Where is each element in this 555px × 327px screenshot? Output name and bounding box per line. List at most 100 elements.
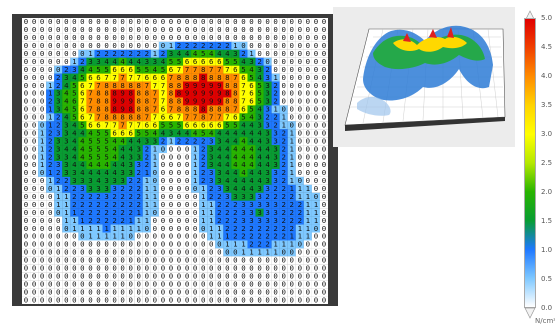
svg-text:0: 0 <box>128 18 132 26</box>
svg-text:0: 0 <box>290 295 294 304</box>
svg-text:3: 3 <box>273 176 277 185</box>
svg-text:0: 0 <box>322 25 326 34</box>
svg-text:3: 3 <box>241 200 245 209</box>
svg-text:6: 6 <box>80 113 84 122</box>
svg-text:0: 0 <box>314 25 318 34</box>
svg-text:1: 1 <box>48 120 52 129</box>
svg-text:4: 4 <box>225 152 230 161</box>
svg-text:0: 0 <box>314 168 318 177</box>
svg-text:1: 1 <box>193 160 197 169</box>
svg-text:0: 0 <box>314 97 318 106</box>
svg-text:5: 5 <box>177 120 181 129</box>
svg-text:0: 0 <box>177 192 181 201</box>
svg-text:0: 0 <box>322 200 326 209</box>
svg-text:8: 8 <box>96 105 100 114</box>
svg-text:0: 0 <box>298 41 302 50</box>
svg-text:0: 0 <box>322 192 326 201</box>
svg-text:2: 2 <box>201 168 205 177</box>
svg-text:7: 7 <box>112 120 116 129</box>
svg-text:1: 1 <box>153 160 157 169</box>
svg-text:0: 0 <box>314 33 318 42</box>
svg-text:0: 0 <box>290 57 294 66</box>
svg-text:0: 0 <box>24 49 28 58</box>
svg-text:0: 0 <box>314 18 318 26</box>
svg-text:4: 4 <box>64 97 69 106</box>
svg-text:0: 0 <box>314 89 318 98</box>
svg-text:5: 5 <box>104 152 108 161</box>
svg-text:0: 0 <box>56 18 60 26</box>
svg-text:0: 0 <box>265 25 269 34</box>
svg-text:4: 4 <box>120 160 125 169</box>
svg-text:3: 3 <box>265 184 269 193</box>
svg-text:0: 0 <box>169 200 173 209</box>
svg-text:7: 7 <box>185 65 189 74</box>
svg-text:0: 0 <box>185 184 189 193</box>
svg-text:0: 0 <box>290 41 294 50</box>
svg-text:0: 0 <box>40 120 44 129</box>
svg-text:8: 8 <box>137 81 141 90</box>
svg-text:0: 0 <box>24 89 28 98</box>
svg-text:0: 0 <box>145 41 149 50</box>
svg-text:3: 3 <box>80 184 84 193</box>
svg-text:3: 3 <box>273 200 277 209</box>
svg-text:9: 9 <box>193 81 197 90</box>
svg-text:0: 0 <box>153 176 157 185</box>
svg-text:0: 0 <box>32 176 36 185</box>
svg-text:2: 2 <box>201 41 205 50</box>
colorbar-strip[interactable] <box>524 18 536 308</box>
svg-text:6: 6 <box>185 57 189 66</box>
svg-text:7: 7 <box>80 97 84 106</box>
svg-text:0: 0 <box>24 152 28 161</box>
svg-text:4: 4 <box>225 168 230 177</box>
svg-text:0: 0 <box>137 33 141 42</box>
svg-text:4: 4 <box>217 160 222 169</box>
svg-text:1: 1 <box>64 192 68 201</box>
svg-text:1: 1 <box>145 200 149 209</box>
svg-text:0: 0 <box>177 168 181 177</box>
svg-text:0: 0 <box>193 192 197 201</box>
svg-text:3: 3 <box>80 176 84 185</box>
svg-text:0: 0 <box>40 176 44 185</box>
svg-text:9: 9 <box>217 97 221 106</box>
svg-text:8: 8 <box>96 97 100 106</box>
svg-text:4: 4 <box>80 136 85 145</box>
svg-text:3: 3 <box>88 176 92 185</box>
svg-text:0: 0 <box>32 113 36 122</box>
svg-text:7: 7 <box>241 97 245 106</box>
svg-text:0: 0 <box>56 65 60 74</box>
svg-text:0: 0 <box>24 120 28 129</box>
svg-text:3: 3 <box>64 128 68 137</box>
svg-text:6: 6 <box>241 105 245 114</box>
svg-text:0: 0 <box>185 25 189 34</box>
svg-text:3: 3 <box>209 144 213 153</box>
svg-text:1: 1 <box>153 184 157 193</box>
svg-text:5: 5 <box>201 49 205 58</box>
svg-text:0: 0 <box>88 41 92 50</box>
svg-text:0: 0 <box>169 18 173 26</box>
svg-text:8: 8 <box>137 113 141 122</box>
svg-text:0: 0 <box>322 73 326 82</box>
svg-text:3: 3 <box>88 184 92 193</box>
svg-text:0: 0 <box>217 33 221 42</box>
svg-text:0: 0 <box>193 33 197 42</box>
svg-text:7: 7 <box>241 89 245 98</box>
svg-text:0: 0 <box>306 57 310 66</box>
svg-text:4: 4 <box>249 136 254 145</box>
svg-text:2: 2 <box>96 192 100 201</box>
svg-text:2: 2 <box>217 192 221 201</box>
svg-text:3: 3 <box>265 200 269 209</box>
svg-text:2: 2 <box>128 49 132 58</box>
svg-text:0: 0 <box>185 33 189 42</box>
svg-text:4: 4 <box>241 136 246 145</box>
svg-text:0: 0 <box>120 33 124 42</box>
pressure-3d-surface-panel[interactable] <box>333 7 515 147</box>
svg-text:4: 4 <box>265 160 270 169</box>
svg-text:0: 0 <box>32 41 36 50</box>
svg-text:0: 0 <box>24 184 28 193</box>
scale-down-arrow-icon[interactable] <box>524 307 536 319</box>
svg-text:0: 0 <box>40 113 44 122</box>
svg-text:2: 2 <box>120 184 124 193</box>
svg-text:4: 4 <box>112 144 117 153</box>
svg-text:0: 0 <box>104 41 108 50</box>
